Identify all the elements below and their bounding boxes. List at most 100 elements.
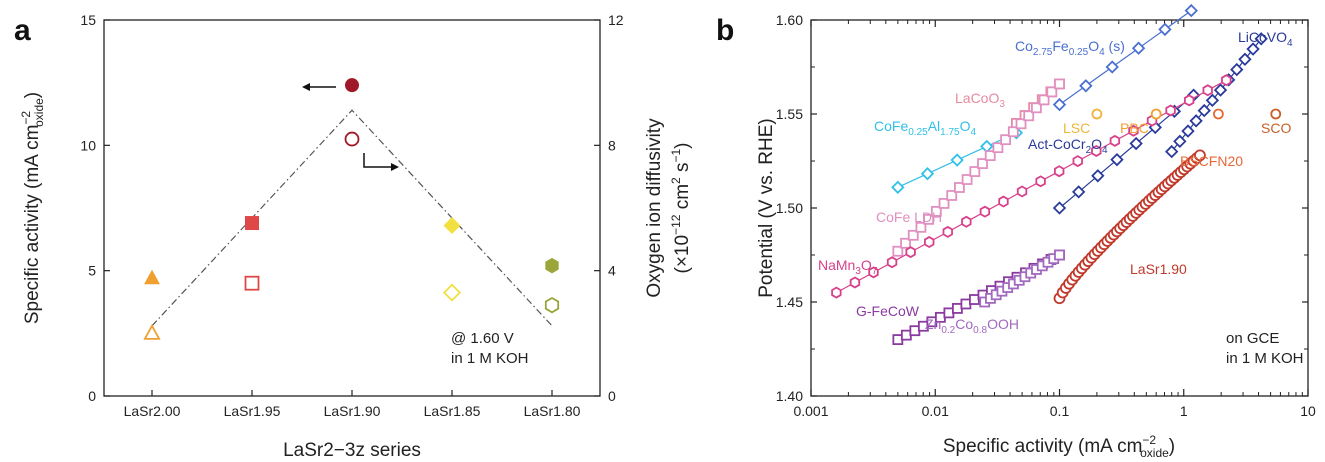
series-point-namn3o7 [961, 215, 972, 228]
panel-b-annotation-2: in 1 M KOH [1226, 350, 1304, 367]
panel-a-activity-point [545, 257, 559, 274]
panel-b-y-axis-label: Potential (V vs. RHE) [756, 118, 777, 298]
panel-b-annotation-1: on GCE [1226, 330, 1279, 347]
series-point-pbc [1150, 108, 1162, 120]
series-point-namn3o7 [942, 225, 953, 238]
series-point-namn3o7 [868, 266, 879, 279]
series-label-zn0-2co0-8ooh: Zn0.2Co0.8OOH [925, 316, 1019, 336]
series-point-zn0-2co0-8ooh [1054, 249, 1065, 261]
series-point-cofe-ldh [907, 229, 919, 241]
series-point-namn3o7 [1016, 185, 1028, 198]
series-point-lasr1-90 [1194, 149, 1206, 162]
series-point-namn3o7 [1035, 175, 1046, 188]
panel-b-ytick-label: 1.55 [776, 106, 803, 122]
panel-a-ytick-label: 0 [88, 388, 96, 404]
series-point-namn3o7 [831, 286, 842, 299]
panel-a-xtick-label: LaSr1.95 [224, 403, 281, 419]
panel-a-trend [151, 109, 553, 327]
series-point-namn3o7 [905, 246, 916, 259]
series-point-namn3o7 [979, 205, 991, 218]
series-point-licovo4 [1189, 114, 1203, 128]
panel-b-marks [831, 3, 1282, 346]
series-point-cofe0-25al1-75o4 [891, 180, 905, 194]
series-label-lsc: LSC [1063, 120, 1090, 136]
series-line-co2-75fe0-25o4-s- [1059, 10, 1192, 106]
series-point-licovo4 [1238, 52, 1252, 66]
panel-b-xtick-label: 0.001 [793, 403, 828, 419]
series-point-cofe-ldh [938, 198, 950, 209]
series-point-cofe-ldh [946, 190, 958, 201]
series-point-cofe-ldh [969, 166, 981, 177]
series-point-licovo4 [1181, 124, 1195, 138]
series-point-licovo4 [1197, 103, 1211, 118]
panel-b-xtick-label: 0.1 [1050, 403, 1070, 419]
series-point-cofe-ldh [977, 158, 988, 169]
series-point-namn3o7 [1072, 155, 1083, 168]
panel-a-y2tick-label: 0 [608, 388, 616, 404]
panel-b-x-axis-label: Specific activity (mA cm−2 oxide) [943, 433, 1175, 460]
panel-b-ticks: 1.40 1.45 1.50 1.55 1.60 0.001 0.01 0.1 1 10 [776, 12, 1316, 419]
panel-a-xtick-label: LaSr1.85 [424, 403, 481, 419]
panel-b-ytick-label: 1.60 [776, 12, 803, 28]
panel-b-ytick-label: 1.45 [776, 294, 803, 310]
series-point-licovo4 [1173, 134, 1187, 149]
panel-a-activity-point [245, 216, 259, 231]
panel-a-activity-point [345, 78, 359, 93]
series-point-namn3o7 [1202, 84, 1213, 97]
panel-a-diffusivity-point [143, 323, 161, 340]
series-point-cofe-ldh [892, 245, 904, 257]
series-point-cofe-ldh [900, 237, 911, 249]
series-point-sco [1270, 108, 1282, 120]
series-point-namn3o7 [1165, 104, 1176, 117]
series-point-namn3o7 [924, 236, 935, 249]
series-point-act-cocr2o4 [1110, 152, 1124, 167]
series-point-act-cocr2o4 [1129, 136, 1143, 151]
panel-a-annotation-1: @ 1.60 V [451, 330, 514, 347]
right-axis-arrow [363, 153, 394, 168]
panel-a-annotation-2: in 1 M KOH [451, 350, 529, 367]
right-axis-arrow-head [391, 163, 399, 171]
panel-a-xtick-label: LaSr2.00 [124, 403, 181, 419]
series-point-co2-75fe0-25o4-s- [1079, 79, 1093, 93]
panel-a-y2tick-label: 12 [608, 12, 624, 28]
series-point-act-cocr2o4 [1091, 169, 1105, 183]
panel-a-y2tick-label: 8 [608, 137, 616, 153]
panel-a-activity-point [144, 269, 160, 285]
panel-a-y-axis-label: Specific activity (mA cm−2oxide) [19, 92, 46, 324]
panel-a-xtick-label: LaSr1.90 [324, 403, 381, 419]
series-label-sco: SCO [1261, 120, 1291, 136]
panel-a-ticks: 0 5 10 15 0 4 8 12 LaSr2.00 LaSr1.95 LaSr1.90 LaSr1… [80, 12, 623, 419]
panel-a-diffusivity-point [442, 283, 462, 302]
series-point-namn3o7 [1128, 124, 1139, 137]
series-point-co2-75fe0-25o4-s- [1184, 3, 1198, 18]
panel-b-labels: Co2.75Fe0.25O4 (s) LiCoVO4 LaCoO3 LSC PBC SCO… [818, 29, 1293, 336]
panel-a-diffusivity-point [344, 131, 360, 147]
series-point-cofe-ldh [1031, 102, 1042, 114]
series-label-namn3o7: NaMn3O7 [818, 257, 878, 277]
panel-b-letter: b [716, 14, 734, 47]
series-point-namn3o7 [849, 276, 861, 289]
series-label-pbc: PBC [1120, 120, 1149, 136]
series-point-licovo4 [1254, 32, 1268, 46]
series-point-cofe-ldh [984, 150, 996, 162]
series-label-act-cocr2o4: Act-CoCr2O4 [1028, 136, 1108, 156]
series-point-cofe-ldh [930, 206, 942, 217]
series-point-cofe-ldh [915, 221, 927, 233]
series-point-namn3o7 [886, 256, 898, 269]
series-point-licovo4 [1246, 42, 1260, 56]
panel-a-ytick-label: 10 [80, 137, 96, 153]
panel-a-trend-line [151, 109, 553, 327]
series-point-co2-75fe0-25o4-s- [1158, 22, 1172, 37]
series-point-cofe-ldh [1038, 94, 1050, 106]
series-point-co2-75fe0-25o4-s- [1131, 41, 1146, 55]
panel-a-letter: a [14, 14, 31, 47]
series-label-licovo4: LiCoVO4 [1238, 29, 1293, 49]
series-label-bscfn20: BSCFN20 [1180, 153, 1243, 169]
panel-a-diffusivity-point [244, 275, 260, 291]
panel-a: a 0 5 10 15 0 4 8 12 LaSr2.00 LaSr1.95 LaSr1.90 LaS… [14, 12, 693, 461]
series-point-cofe-ldh [1000, 134, 1012, 146]
panel-b: b 1.40 1.45 1.50 1.55 1.60 0.001 0.01 0.1 1 10 Co… [716, 3, 1316, 460]
series-point-namn3o7 [1053, 165, 1065, 178]
series-point-lsc [1091, 108, 1103, 120]
series-point-cofe-ldh [1046, 86, 1058, 98]
